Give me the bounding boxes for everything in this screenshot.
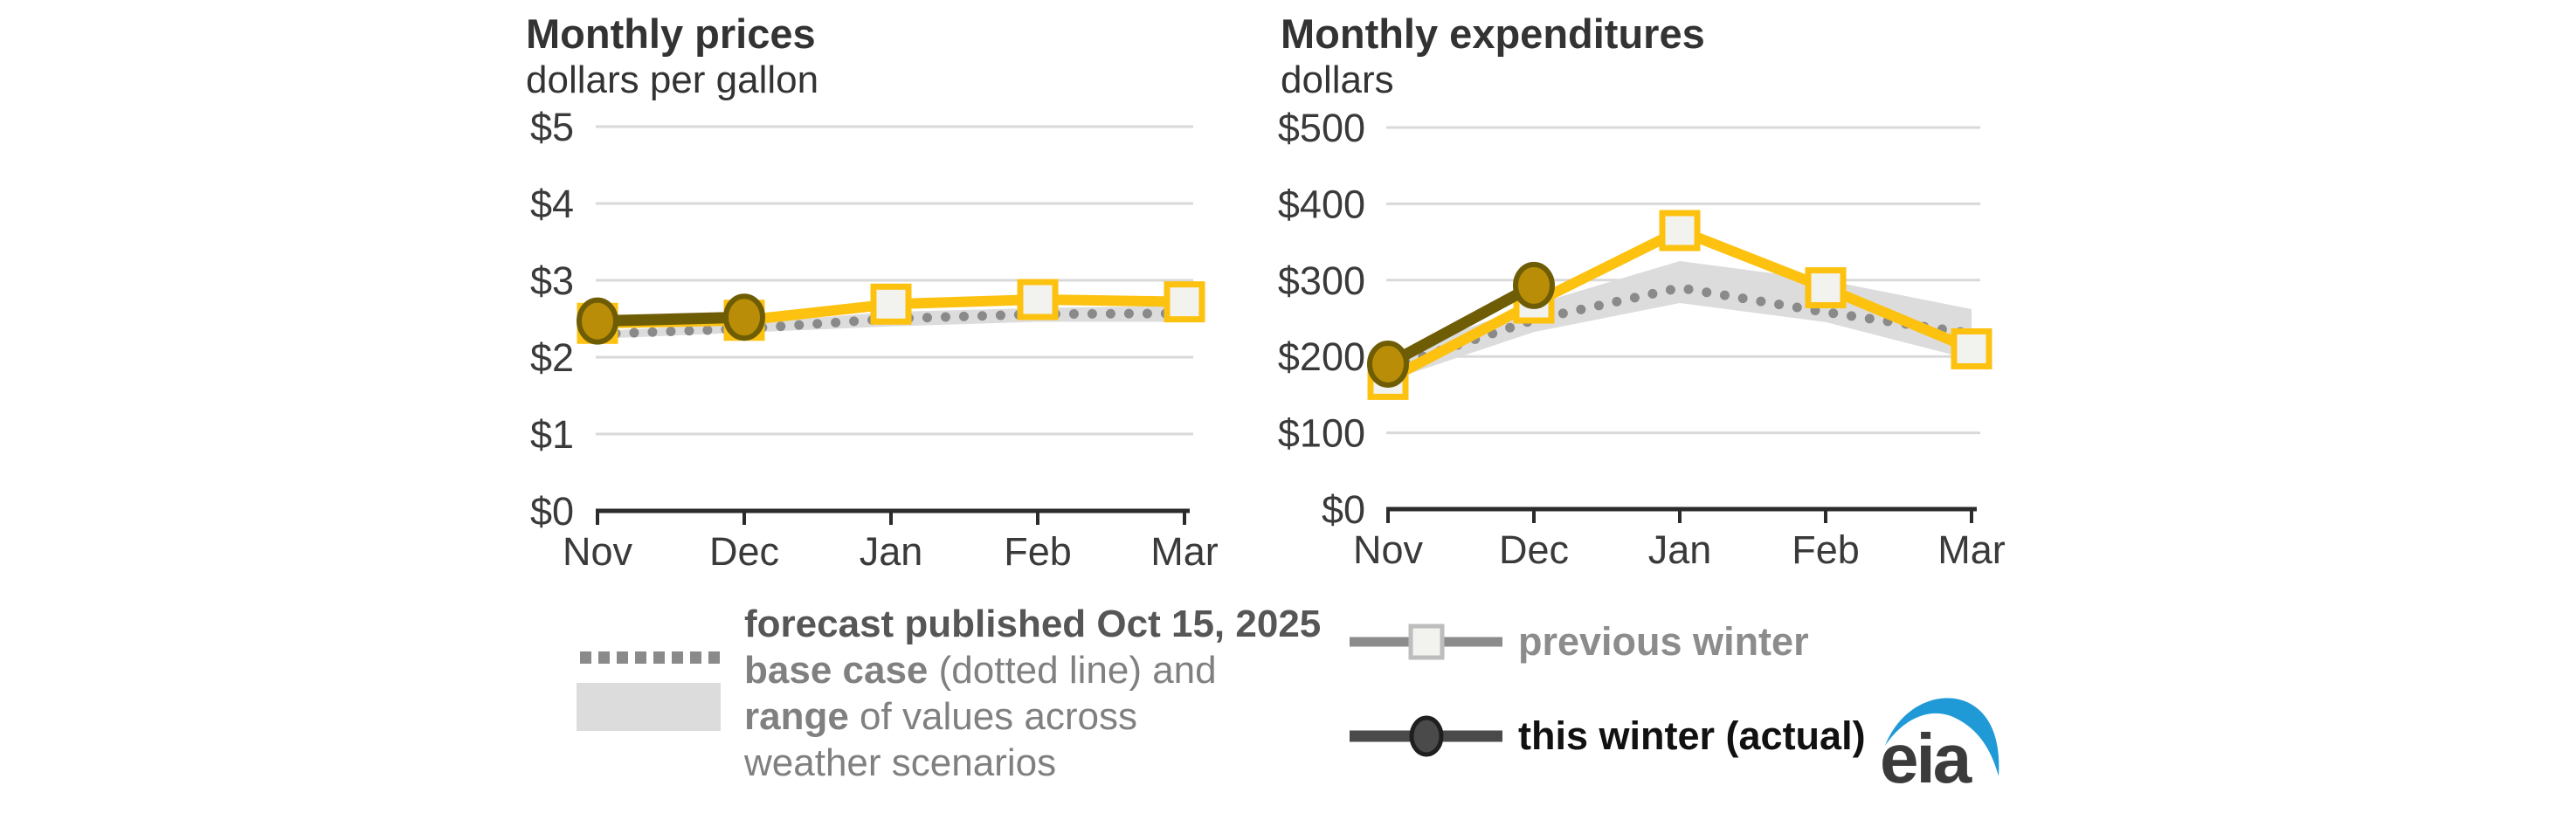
y-axis-tick-label: $100 — [1278, 411, 1365, 456]
this-winter-marker — [1367, 340, 1409, 388]
x-axis-month-label: Dec — [709, 529, 779, 574]
y-axis-tick-label: $0 — [1322, 487, 1365, 532]
this-winter-marker — [723, 293, 765, 341]
x-axis-month-label: Dec — [1499, 527, 1569, 572]
forecast-legend-text: forecast published Oct 15, 2025 base cas… — [744, 601, 1321, 786]
range-label-rest: of values across — [848, 695, 1137, 738]
this-winter-marker — [1513, 261, 1555, 309]
previous-winter-marker — [870, 283, 912, 325]
range-label: range of values across — [744, 693, 1321, 740]
base-case-swatch — [580, 651, 723, 664]
previous-winter-marker — [1659, 210, 1701, 252]
this-winter-swatch-marker — [1409, 715, 1444, 757]
previous-winter-swatch — [1350, 624, 1502, 660]
y-axis-tick-label: $3 — [530, 258, 574, 303]
y-axis-tick-label: $2 — [530, 335, 574, 380]
eia-logo: eia — [1880, 698, 1999, 789]
eia-logo-swoosh — [1885, 698, 1999, 776]
range-swatch — [577, 683, 721, 731]
base-case-dotted-line — [1383, 282, 1977, 373]
eia-logo-text: eia — [1880, 720, 1972, 789]
base-case-label-bold: base case — [744, 649, 929, 692]
y-axis-tick-label: $1 — [530, 412, 574, 457]
this-winter-line — [597, 311, 745, 327]
x-axis-month-label: Feb — [1004, 529, 1072, 574]
this-winter-line — [1385, 280, 1537, 369]
expenditures-chart-header: Monthly expenditures dollars — [1281, 10, 1705, 103]
series-legend: previous winter this winter (actual) eia — [1350, 603, 2118, 812]
x-axis-month-label: Nov — [563, 529, 633, 574]
x-axis-month-label: Jan — [1648, 527, 1712, 572]
weather-scenarios-label: weather scenarios — [744, 741, 1057, 784]
expenditures-chart-title: Monthly expenditures — [1281, 10, 1705, 57]
base-case-label-rest: (dotted line) and — [928, 649, 1217, 692]
y-axis-tick-label: $0 — [530, 489, 574, 534]
prices-chart-title: Monthly prices — [526, 10, 816, 57]
y-axis-tick-label: $5 — [530, 105, 574, 149]
y-axis-tick-label: $500 — [1278, 106, 1365, 150]
previous-winter-marker — [1805, 267, 1847, 309]
y-axis-tick-label: $400 — [1278, 182, 1365, 226]
range-label-bold: range — [744, 695, 849, 738]
x-axis-month-label: Mar — [1937, 527, 2006, 572]
expenditures-chart-subtitle: dollars — [1281, 59, 1394, 101]
x-axis-month-label: Feb — [1792, 527, 1860, 572]
previous-winter-marker — [1164, 281, 1205, 323]
x-axis-month-label: Mar — [1150, 529, 1219, 574]
previous-winter-marker — [1017, 279, 1059, 320]
y-axis-tick-label: $4 — [530, 182, 574, 226]
forecast-legend: forecast published Oct 15, 2025 base cas… — [577, 601, 1345, 810]
x-axis-month-label: Jan — [860, 529, 923, 574]
y-axis-tick-label: $200 — [1278, 334, 1365, 379]
forecast-published-label: forecast published Oct 15, 2025 — [744, 603, 1322, 645]
base-case-label: base case (dotted line) and — [744, 647, 1321, 693]
previous-winter-swatch-marker — [1408, 624, 1445, 660]
previous-winter-marker — [1951, 327, 1992, 369]
this-winter-label: this winter (actual) — [1518, 713, 1866, 758]
range-swatch-rect — [577, 683, 721, 731]
y-axis-tick-label: $300 — [1278, 258, 1365, 303]
x-axis-month-label: Nov — [1353, 527, 1424, 572]
prices-chart-header: Monthly prices dollars per gallon — [526, 10, 818, 103]
this-winter-marker — [577, 297, 618, 345]
previous-winter-label: previous winter — [1518, 619, 1809, 664]
this-winter-swatch — [1350, 715, 1502, 757]
prices-chart-subtitle: dollars per gallon — [526, 59, 819, 101]
